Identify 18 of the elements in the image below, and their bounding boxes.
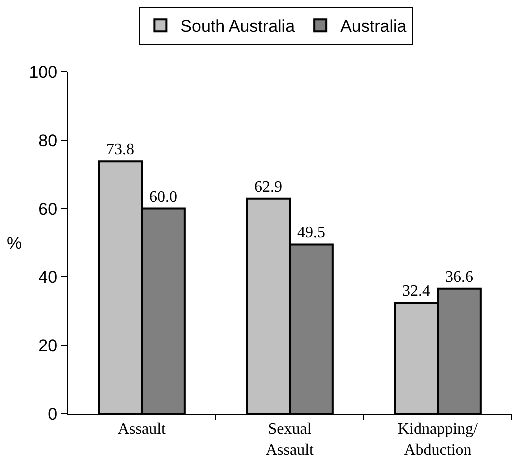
data-label: 32.4 bbox=[402, 283, 431, 300]
y-tick-label: 0 bbox=[48, 404, 58, 424]
data-label: 36.6 bbox=[445, 268, 474, 286]
y-axis-title: % bbox=[7, 234, 22, 253]
x-tick-label: Assault bbox=[118, 421, 167, 438]
data-label: 49.5 bbox=[297, 224, 326, 242]
y-tick-label: 80 bbox=[38, 131, 58, 150]
y-tick-label: 100 bbox=[29, 62, 58, 82]
x-tick-label: Sexual Assault bbox=[266, 421, 315, 459]
legend-label: Australia bbox=[340, 17, 408, 36]
data-label: 62.9 bbox=[254, 178, 283, 196]
y-tick-label: 60 bbox=[38, 200, 58, 219]
x-tick-label: Kidnapping/Abduction bbox=[398, 421, 479, 459]
data-label: 60.0 bbox=[149, 188, 178, 206]
y-tick-label: 20 bbox=[38, 336, 58, 356]
legend-label: South Australia bbox=[180, 17, 296, 36]
y-tick-label: 40 bbox=[38, 268, 58, 288]
data-label: 73.8 bbox=[106, 142, 135, 159]
